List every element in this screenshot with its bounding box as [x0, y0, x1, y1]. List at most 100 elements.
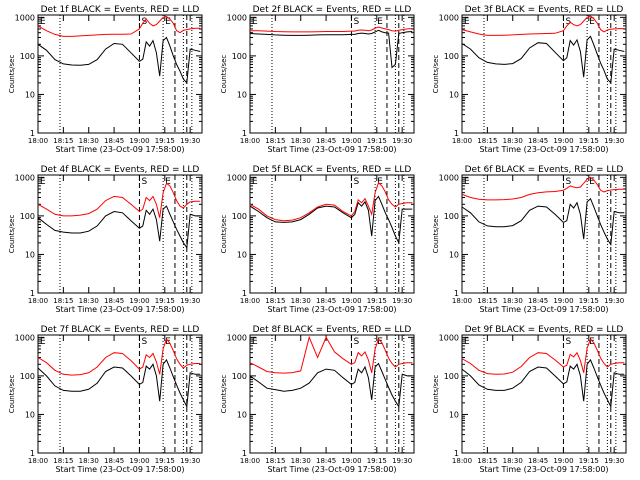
x-tick-label: 18:45 — [528, 457, 548, 465]
lld-series-line — [461, 15, 625, 36]
corner-marker-label: E — [464, 337, 470, 347]
x-tick-label: 18:30 — [291, 297, 311, 305]
x-tick-label: 18:00 — [240, 457, 260, 465]
start-marker-label: S — [353, 337, 359, 347]
x-tick-label: 18:15 — [53, 457, 73, 465]
x-tick-label: 19:15 — [579, 457, 599, 465]
x-axis-label: Start Time (23-Oct-09 17:58:00) — [267, 465, 396, 474]
chart-title: Det 8f BLACK = Events, RED = LLD — [253, 325, 412, 335]
events-series-line — [461, 197, 625, 247]
chart-panel-3: Det 3f BLACK = Events, RED = LLD 1 10 100 10… — [432, 5, 624, 154]
events-series-line — [249, 195, 413, 245]
end-marker-label: E — [377, 17, 383, 27]
x-tick-label: 19:00 — [553, 137, 573, 145]
x-tick-label: 19:00 — [341, 457, 361, 465]
events-series-line — [249, 29, 413, 69]
chart-panel-6: Det 6f BLACK = Events, RED = LLD 1 10 100 10… — [432, 165, 624, 314]
x-axis-label: Start Time (23-Oct-09 17:58:00) — [267, 305, 396, 314]
lld-series-line — [461, 338, 625, 375]
chart-panel-1: Det 1f BLACK = Events, RED = LLD 1 10 100 10… — [8, 5, 200, 154]
events-series-line — [37, 205, 201, 250]
x-tick-label: 19:30 — [392, 137, 412, 145]
x-tick-label: 18:30 — [503, 297, 523, 305]
chart-title: Det 9f BLACK = Events, RED = LLD — [465, 325, 624, 335]
start-marker-label: S — [353, 17, 359, 27]
corner-marker-label: E — [252, 17, 258, 27]
y-tick-label: 1 — [242, 289, 247, 298]
lld-series-line — [249, 335, 413, 374]
events-series-line — [461, 358, 625, 409]
y-axis-label: Counts/sec — [432, 375, 440, 414]
x-tick-label: 18:45 — [316, 137, 336, 145]
y-tick-label: 1000 — [439, 333, 459, 342]
y-tick-label: 100 — [444, 372, 459, 381]
chart-panel-9: Det 9f BLACK = Events, RED = LLD 1 10 100 10… — [432, 325, 624, 474]
x-tick-label: 19:00 — [553, 457, 573, 465]
x-tick-label: 18:00 — [240, 297, 260, 305]
x-tick-label: 19:30 — [180, 137, 200, 145]
lld-series-line — [37, 15, 201, 37]
x-tick-label: 18:00 — [240, 137, 260, 145]
x-axis-label: Start Time (23-Oct-09 17:58:00) — [55, 305, 184, 314]
plot-frame — [461, 334, 627, 454]
x-tick-label: 18:45 — [316, 457, 336, 465]
end-marker-label: E — [165, 177, 171, 187]
x-tick-label: 19:15 — [579, 137, 599, 145]
y-tick-label: 10 — [237, 90, 247, 99]
x-tick-label: 18:30 — [503, 457, 523, 465]
x-tick-label: 19:00 — [553, 297, 573, 305]
chart-title: Det 5f BLACK = Events, RED = LLD — [253, 165, 412, 175]
y-tick-label: 1000 — [227, 333, 247, 342]
start-marker-label: S — [565, 337, 571, 347]
plot-frame — [37, 174, 203, 294]
plot-frame — [461, 174, 627, 294]
y-tick-label: 10 — [449, 250, 459, 259]
end-marker-label: E — [165, 337, 171, 347]
y-tick-label: 100 — [20, 372, 35, 381]
x-tick-label: 18:30 — [291, 457, 311, 465]
x-tick-label: 18:30 — [503, 137, 523, 145]
y-tick-label: 100 — [444, 52, 459, 61]
events-series-line — [37, 358, 201, 409]
x-tick-label: 19:00 — [341, 297, 361, 305]
y-tick-label: 10 — [25, 410, 35, 419]
y-tick-label: 10 — [237, 410, 247, 419]
x-tick-label: 18:30 — [291, 137, 311, 145]
x-tick-label: 19:30 — [392, 297, 412, 305]
y-tick-label: 1 — [30, 289, 35, 298]
y-tick-label: 1 — [454, 289, 459, 298]
corner-marker-label: E — [464, 177, 470, 187]
x-tick-label: 19:00 — [129, 457, 149, 465]
y-tick-label: 10 — [25, 250, 35, 259]
x-tick-label: 19:30 — [604, 297, 624, 305]
start-marker-label: S — [141, 337, 147, 347]
x-tick-label: 18:45 — [528, 137, 548, 145]
lld-series-line — [249, 181, 413, 222]
x-tick-label: 18:00 — [452, 137, 472, 145]
x-tick-label: 19:30 — [604, 137, 624, 145]
x-tick-label: 19:30 — [180, 297, 200, 305]
x-tick-label: 19:00 — [341, 137, 361, 145]
end-marker-label: E — [589, 17, 595, 27]
y-axis-label: Counts/sec — [220, 55, 228, 94]
x-tick-label: 18:15 — [265, 297, 285, 305]
x-tick-label: 19:00 — [129, 297, 149, 305]
chart-title: Det 3f BLACK = Events, RED = LLD — [465, 5, 624, 15]
y-tick-label: 1 — [454, 129, 459, 138]
y-tick-label: 10 — [449, 410, 459, 419]
y-axis-label: Counts/sec — [432, 55, 440, 94]
chart-title: Det 1f BLACK = Events, RED = LLD — [41, 5, 200, 15]
x-tick-label: 18:00 — [28, 297, 48, 305]
chart-title: Det 7f BLACK = Events, RED = LLD — [41, 325, 200, 335]
events-series-line — [37, 36, 201, 84]
y-tick-label: 100 — [232, 52, 247, 61]
x-tick-label: 18:30 — [79, 297, 99, 305]
x-tick-label: 18:45 — [316, 297, 336, 305]
x-tick-label: 19:30 — [392, 457, 412, 465]
x-tick-label: 18:00 — [28, 457, 48, 465]
chart-panel-4: Det 4f BLACK = Events, RED = LLD 1 10 100 10… — [8, 165, 200, 314]
y-tick-label: 1 — [454, 449, 459, 458]
lld-series-line — [250, 26, 413, 33]
start-marker-label: S — [353, 177, 359, 187]
y-tick-label: 1000 — [227, 13, 247, 22]
